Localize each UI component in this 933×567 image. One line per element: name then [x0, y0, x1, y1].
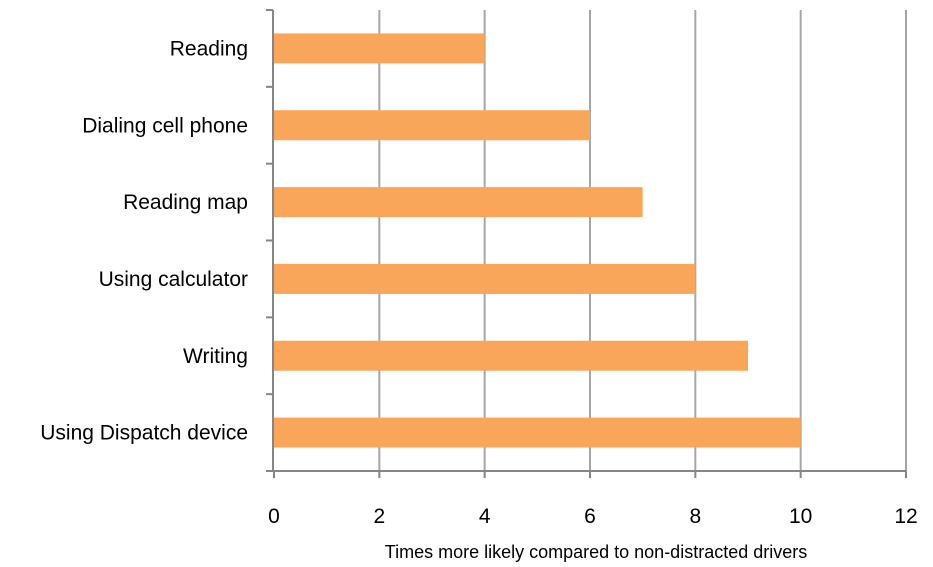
- x-tick-label-8: 8: [689, 505, 701, 528]
- x-tick-label-6: 6: [584, 505, 596, 528]
- category-label-writing: Writing: [183, 345, 248, 368]
- x-tick-label-12: 12: [894, 505, 917, 528]
- category-label-using-calculator: Using calculator: [99, 268, 248, 291]
- bar-dialing-cell-phone: [274, 110, 590, 141]
- labels: 0 2 4 6 8 10 12 Reading Dialing cell phone Readin…: [40, 37, 917, 528]
- bar-using-calculator: [274, 263, 696, 294]
- x-tick-label-10: 10: [789, 505, 812, 528]
- x-tick-label-0: 0: [268, 505, 280, 528]
- bar-writing: [274, 340, 748, 371]
- x-tick-label-4: 4: [479, 505, 491, 528]
- category-label-dialing-cell-phone: Dialing cell phone: [82, 114, 248, 137]
- category-label-reading-map: Reading map: [123, 191, 248, 214]
- x-tick-label-2: 2: [373, 505, 385, 528]
- bar-reading-map: [274, 187, 643, 218]
- category-label-using-dispatch-device: Using Dispatch device: [40, 422, 248, 445]
- gridlines: [378, 10, 907, 471]
- bar-using-dispatch-device: [274, 417, 801, 448]
- bar-reading: [274, 33, 485, 64]
- x-axis-title: Times more likely compared to non-distra…: [385, 542, 807, 562]
- axes: [266, 9, 907, 478]
- bars: [274, 33, 801, 448]
- category-label-reading: Reading: [170, 37, 248, 60]
